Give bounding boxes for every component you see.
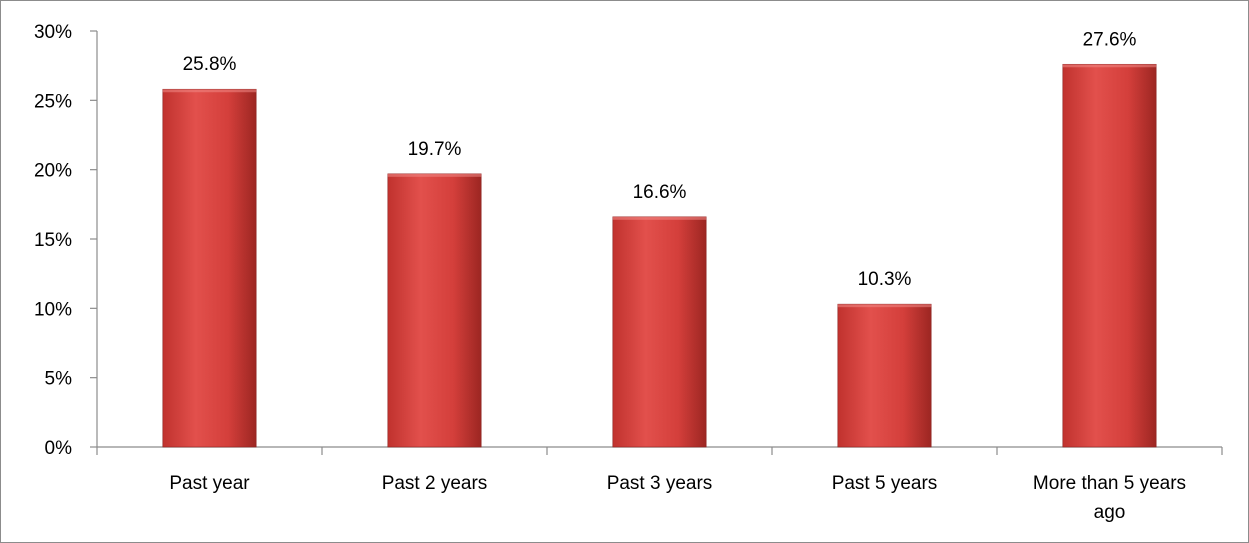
x-tick-label: Past 2 years bbox=[382, 473, 488, 494]
bar-top-highlight bbox=[1062, 64, 1157, 68]
value-labels: 25.8% 19.7% 16.6% 10.3% 27.6% bbox=[183, 29, 1137, 290]
y-tick-label: 0% bbox=[45, 438, 73, 459]
y-tick-label: 20% bbox=[34, 161, 72, 182]
x-tick-label: Past 3 years bbox=[607, 473, 713, 494]
y-tick-label: 10% bbox=[34, 299, 72, 320]
data-label: 10.3% bbox=[858, 269, 912, 290]
bar bbox=[1062, 63, 1157, 448]
x-tick-label: Past 5 years bbox=[832, 473, 938, 494]
bar bbox=[162, 88, 257, 448]
category-labels: Past year Past 2 years Past 3 years Past 5 … bbox=[169, 473, 1186, 523]
bar-top-highlight bbox=[612, 216, 707, 220]
bar-top-highlight bbox=[387, 173, 482, 177]
x-axis bbox=[96, 446, 1223, 455]
data-label: 19.7% bbox=[408, 139, 462, 160]
y-tick-label: 5% bbox=[45, 369, 73, 390]
bar bbox=[837, 303, 932, 448]
y-tick-label: 25% bbox=[34, 91, 72, 112]
data-label: 27.6% bbox=[1083, 29, 1137, 50]
x-tick-label: More than 5 years bbox=[1033, 473, 1186, 494]
data-label: 25.8% bbox=[183, 54, 237, 75]
x-tick-label: Past year bbox=[169, 473, 250, 494]
y-tick-label: 30% bbox=[34, 22, 72, 43]
bar-top-highlight bbox=[162, 89, 257, 93]
data-label: 16.6% bbox=[633, 182, 687, 203]
y-axis: 0% 5% 10% 15% 20% 25% 30% bbox=[34, 22, 98, 459]
bars bbox=[162, 63, 1157, 448]
y-tick-label: 15% bbox=[34, 230, 72, 251]
bar-top-highlight bbox=[837, 304, 932, 308]
bar bbox=[612, 216, 707, 448]
x-tick-label: ago bbox=[1094, 502, 1126, 523]
bar bbox=[387, 173, 482, 448]
